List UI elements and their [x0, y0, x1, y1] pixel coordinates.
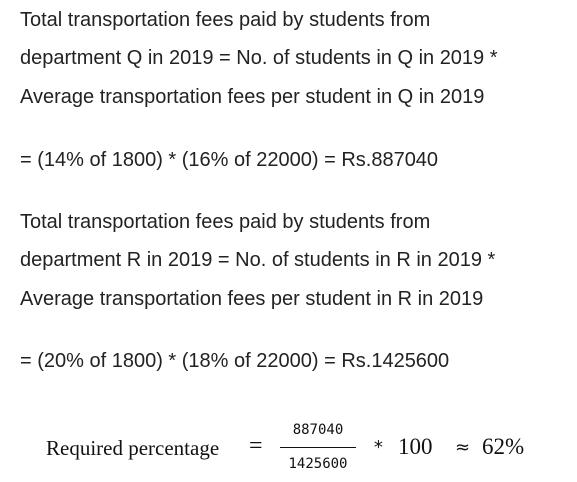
text-line-r-formula: department R in 2019 = No. of students i…	[20, 249, 496, 271]
text-line-q-calculation: = (14% of 1800) * (16% of 22000) = Rs.88…	[20, 149, 439, 171]
fraction-numerator: 887040	[292, 422, 344, 438]
text-line-q-formula: department Q in 2019 = No. of students i…	[20, 47, 498, 69]
formula-fraction: 887040 1425600	[278, 418, 358, 478]
percentage-formula: Required percentage = 887040 1425600 * 1…	[46, 418, 566, 478]
formula-result: 62%	[482, 434, 525, 459]
formula-multiplier: 100	[398, 434, 433, 459]
text-line-q-intro: Total transportation fees paid by studen…	[20, 9, 431, 31]
fraction-denominator: 1425600	[288, 456, 348, 472]
text-line-r-average: Average transportation fees per student …	[20, 288, 484, 310]
formula-approx-sign: ≈	[455, 437, 471, 458]
formula-label: Required percentage	[46, 436, 220, 460]
formula-multiply-sign: *	[373, 437, 384, 458]
text-line-q-average: Average transportation fees per student …	[20, 86, 485, 108]
formula-equals-sign: =	[249, 433, 263, 459]
fraction-bar	[280, 447, 356, 448]
text-line-r-intro: Total transportation fees paid by studen…	[20, 211, 431, 233]
text-line-r-calculation: = (20% of 1800) * (18% of 22000) = Rs.14…	[20, 350, 450, 372]
